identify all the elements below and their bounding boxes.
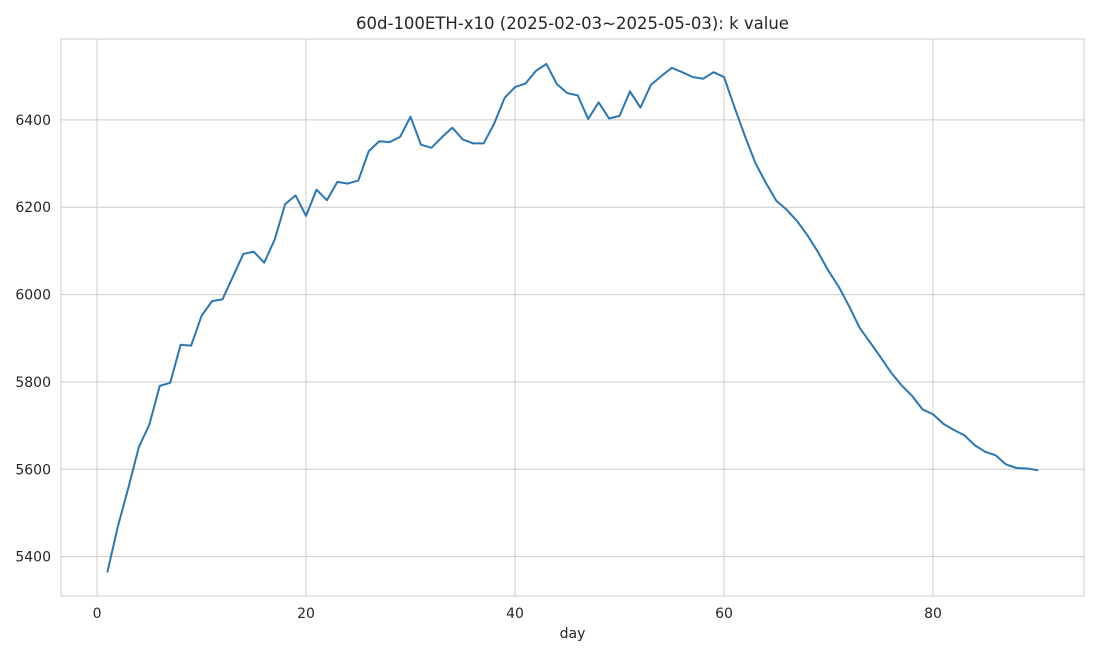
tick-labels: 0 20 40 60 80 5400 5600 5800 6000 6200 6400 xyxy=(15,113,942,622)
x-tick-label: 0 xyxy=(93,606,102,622)
chart-title: 60d-100ETH-x10 (2025-02-03~2025-05-03): … xyxy=(356,14,789,33)
series-line xyxy=(106,62,1039,573)
x-tick-label: 60 xyxy=(715,606,733,622)
y-tick-label: 6000 xyxy=(15,288,51,304)
x-tick-label: 20 xyxy=(297,606,315,622)
series-layer xyxy=(106,62,1039,573)
y-tick-label: 5400 xyxy=(15,550,51,566)
plot-area xyxy=(61,39,1084,596)
y-tick-label: 5600 xyxy=(15,462,51,478)
y-tick-label: 6400 xyxy=(15,113,51,129)
plot-frame xyxy=(60,38,1085,597)
gridlines xyxy=(61,39,1084,596)
x-tick-label: 40 xyxy=(506,606,524,622)
y-tick-label: 5800 xyxy=(15,375,51,391)
y-tick-label: 6200 xyxy=(15,200,51,216)
x-tick-label: 80 xyxy=(924,606,942,622)
x-axis-title: day xyxy=(560,626,586,642)
